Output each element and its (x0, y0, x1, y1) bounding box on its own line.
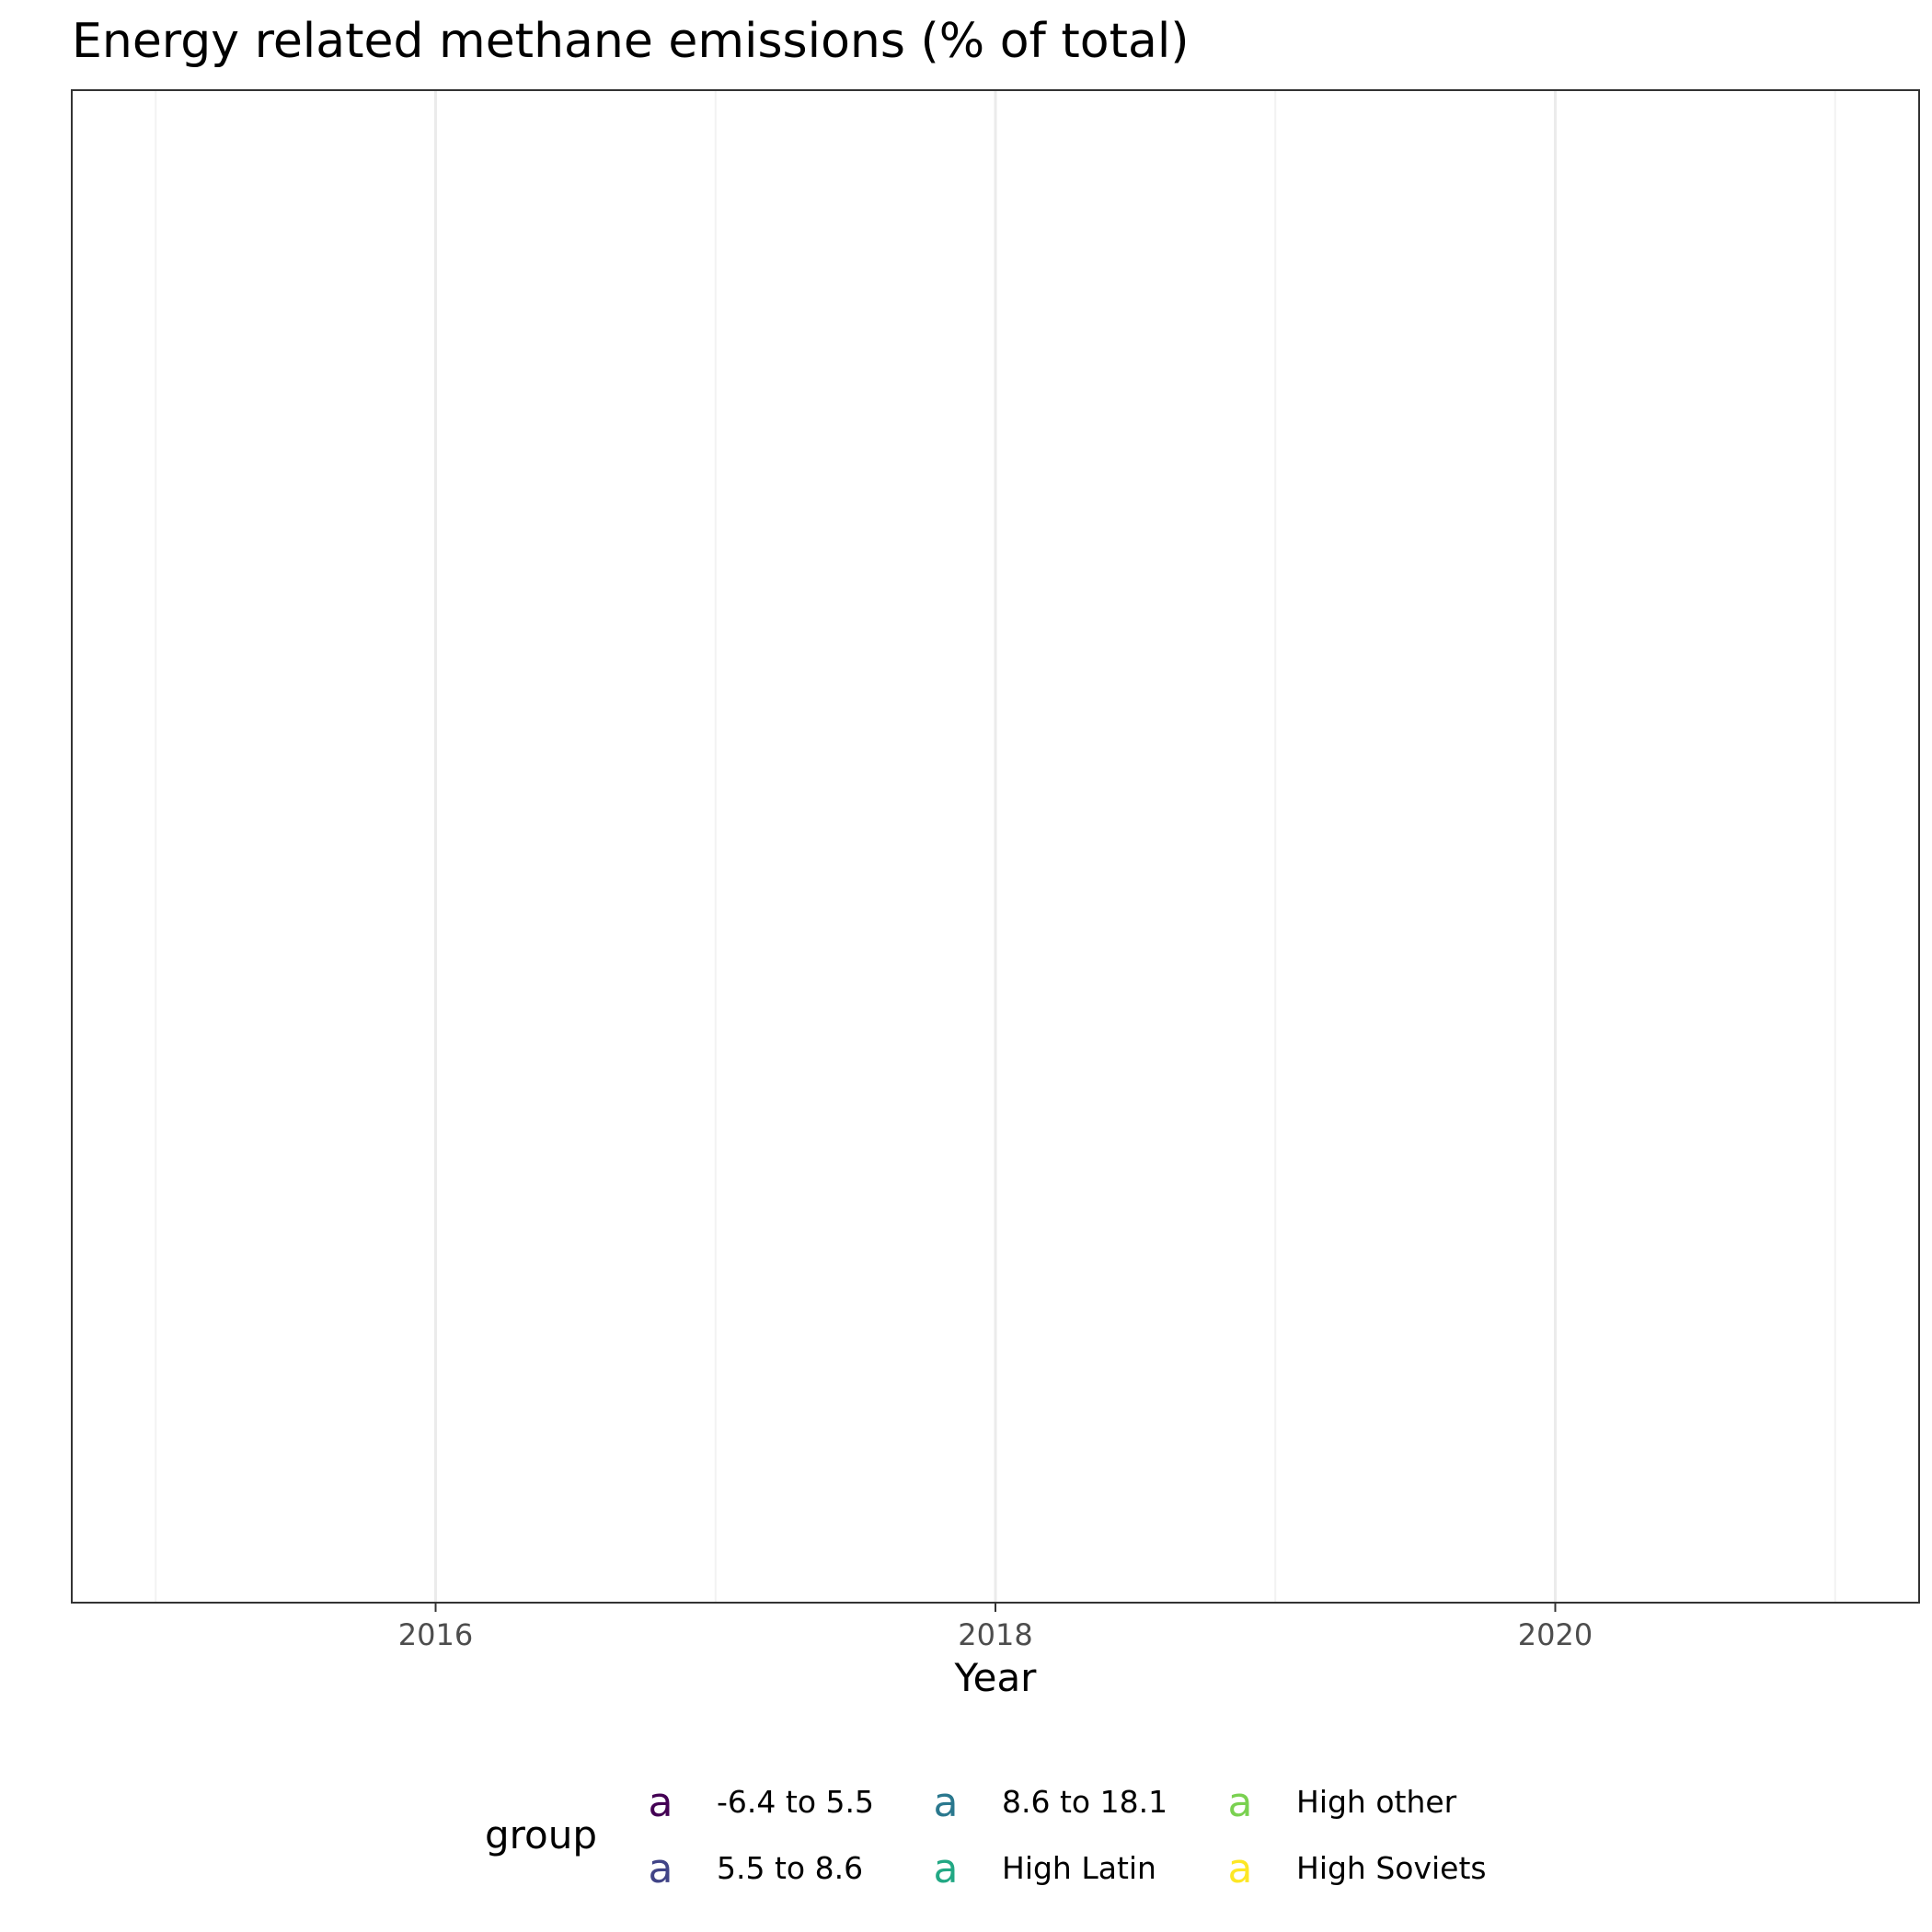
legend-entry-label: High Soviets (1296, 1850, 1487, 1886)
legend-entry-label: 8.6 to 18.1 (1002, 1784, 1167, 1820)
legend-key-glyph: a (649, 1846, 673, 1892)
legend-entries: a -6.4 to 5.5 a 5.5 to 8.6 a 8.6 to 18.1 a High… (649, 1779, 1487, 1892)
legend: group a -6.4 to 5.5 a 5.5 to 8.6 a 8.6 to 18.… (485, 1779, 1487, 1892)
x-axis: 2016 2018 2020 (398, 1603, 1593, 1652)
grid-major-lines (434, 90, 1557, 1603)
x-tick-label: 2016 (398, 1617, 473, 1652)
legend-key-glyph: a (1228, 1846, 1253, 1892)
legend-key-glyph: a (934, 1846, 959, 1892)
x-axis-title: Year (954, 1655, 1038, 1700)
x-tick-label: 2020 (1518, 1617, 1593, 1652)
plot-panel (71, 89, 1920, 1604)
legend-title: group (485, 1812, 597, 1857)
legend-entry-label: 5.5 to 8.6 (717, 1850, 863, 1886)
legend-key-glyph: a (649, 1779, 673, 1826)
legend-key-glyph: a (1228, 1779, 1253, 1826)
legend-entry-label: -6.4 to 5.5 (717, 1784, 874, 1820)
chart-title: Energy related methane emissions (% of t… (72, 14, 1190, 69)
legend-entry-label: High other (1296, 1784, 1457, 1820)
legend-key-glyph: a (934, 1779, 959, 1826)
x-tick-label: 2018 (958, 1617, 1032, 1652)
grid-minor-lines (155, 90, 1836, 1603)
legend-entry-label: High Latin (1002, 1850, 1156, 1886)
